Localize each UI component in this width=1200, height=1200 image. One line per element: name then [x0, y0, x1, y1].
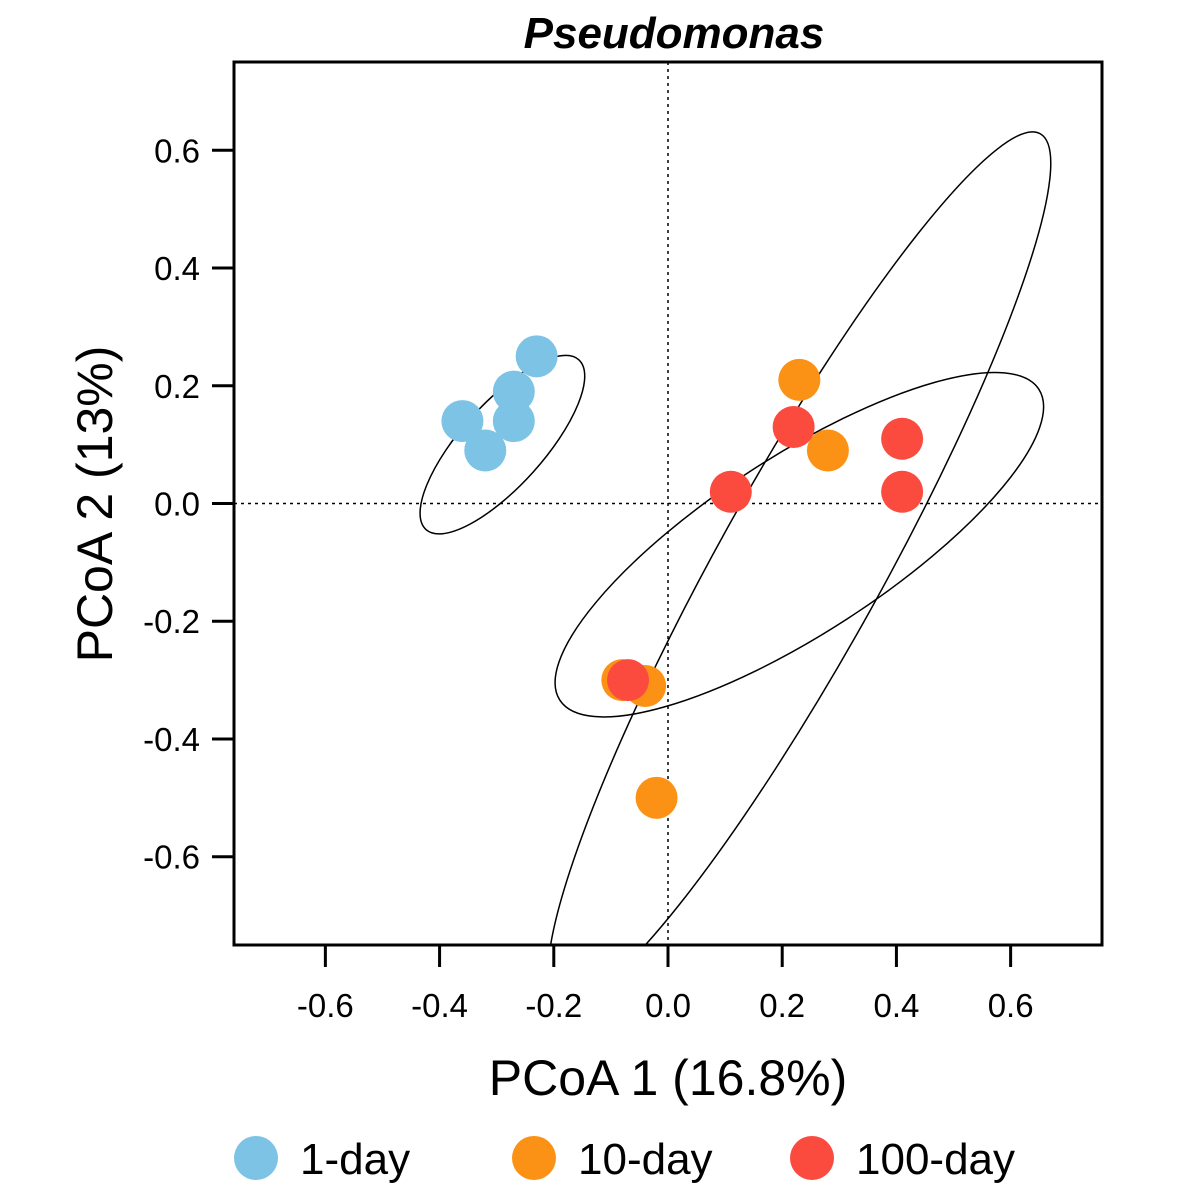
x-tick-label: 0.6	[988, 987, 1034, 1024]
y-tick-label: -0.2	[143, 603, 200, 640]
point-1-day-5	[515, 335, 558, 378]
legend-item-10-day: 10-day	[512, 1135, 713, 1184]
legend-swatch-1-day	[234, 1136, 278, 1180]
ellipses-layer	[419, 131, 1052, 945]
points-layer	[441, 335, 924, 819]
point-100-day-2	[881, 417, 924, 460]
point-10-day-2	[806, 429, 849, 472]
point-100-day-5	[607, 659, 650, 702]
x-axis-label: PCoA 1 (16.8%)	[489, 1050, 848, 1106]
legend-label-100-day: 100-day	[856, 1135, 1015, 1184]
x-tick-label: 0.4	[873, 987, 919, 1024]
y-tick-label: 0.2	[154, 368, 200, 405]
legend: 1-day 10-day 100-day	[234, 1135, 1015, 1184]
confidence-ellipse-100-day	[554, 371, 1045, 718]
chart-title: Pseudomonas	[524, 9, 825, 58]
legend-item-1-day: 1-day	[234, 1135, 410, 1184]
point-1-day-1	[441, 400, 484, 443]
point-100-day-1	[772, 405, 815, 448]
legend-swatch-10-day	[512, 1136, 556, 1180]
legend-label-10-day: 10-day	[578, 1135, 713, 1184]
point-100-day-3	[709, 470, 752, 513]
point-10-day-5	[635, 776, 678, 819]
legend-item-100-day: 100-day	[790, 1135, 1015, 1184]
legend-label-1-day: 1-day	[300, 1135, 410, 1184]
point-100-day-4	[881, 470, 924, 513]
x-tick-label: -0.2	[525, 987, 582, 1024]
y-tick-label: -0.6	[143, 839, 200, 876]
y-axis-label: PCoA 2 (13%)	[67, 346, 123, 663]
point-1-day-4	[492, 400, 535, 443]
x-tick-label: 0.0	[645, 987, 691, 1024]
y-tick-label: -0.4	[143, 721, 200, 758]
y-tick-label: 0.4	[154, 250, 200, 287]
x-axis: -0.6 -0.4 -0.2 0.0 0.2 0.4 0.6	[297, 945, 1034, 1024]
x-tick-label: 0.2	[759, 987, 805, 1024]
point-10-day-1	[778, 358, 821, 401]
y-axis: -0.6 -0.4 -0.2 0.0 0.2 0.4 0.6	[143, 132, 234, 876]
legend-swatch-100-day	[790, 1136, 834, 1180]
confidence-ellipse-10-day	[547, 131, 1052, 945]
y-tick-label: 0.6	[154, 132, 200, 169]
y-tick-label: 0.0	[154, 486, 200, 523]
point-1-day-2	[464, 429, 507, 472]
point-1-day-3	[492, 370, 535, 413]
x-tick-label: -0.6	[297, 987, 354, 1024]
x-tick-label: -0.4	[411, 987, 468, 1024]
